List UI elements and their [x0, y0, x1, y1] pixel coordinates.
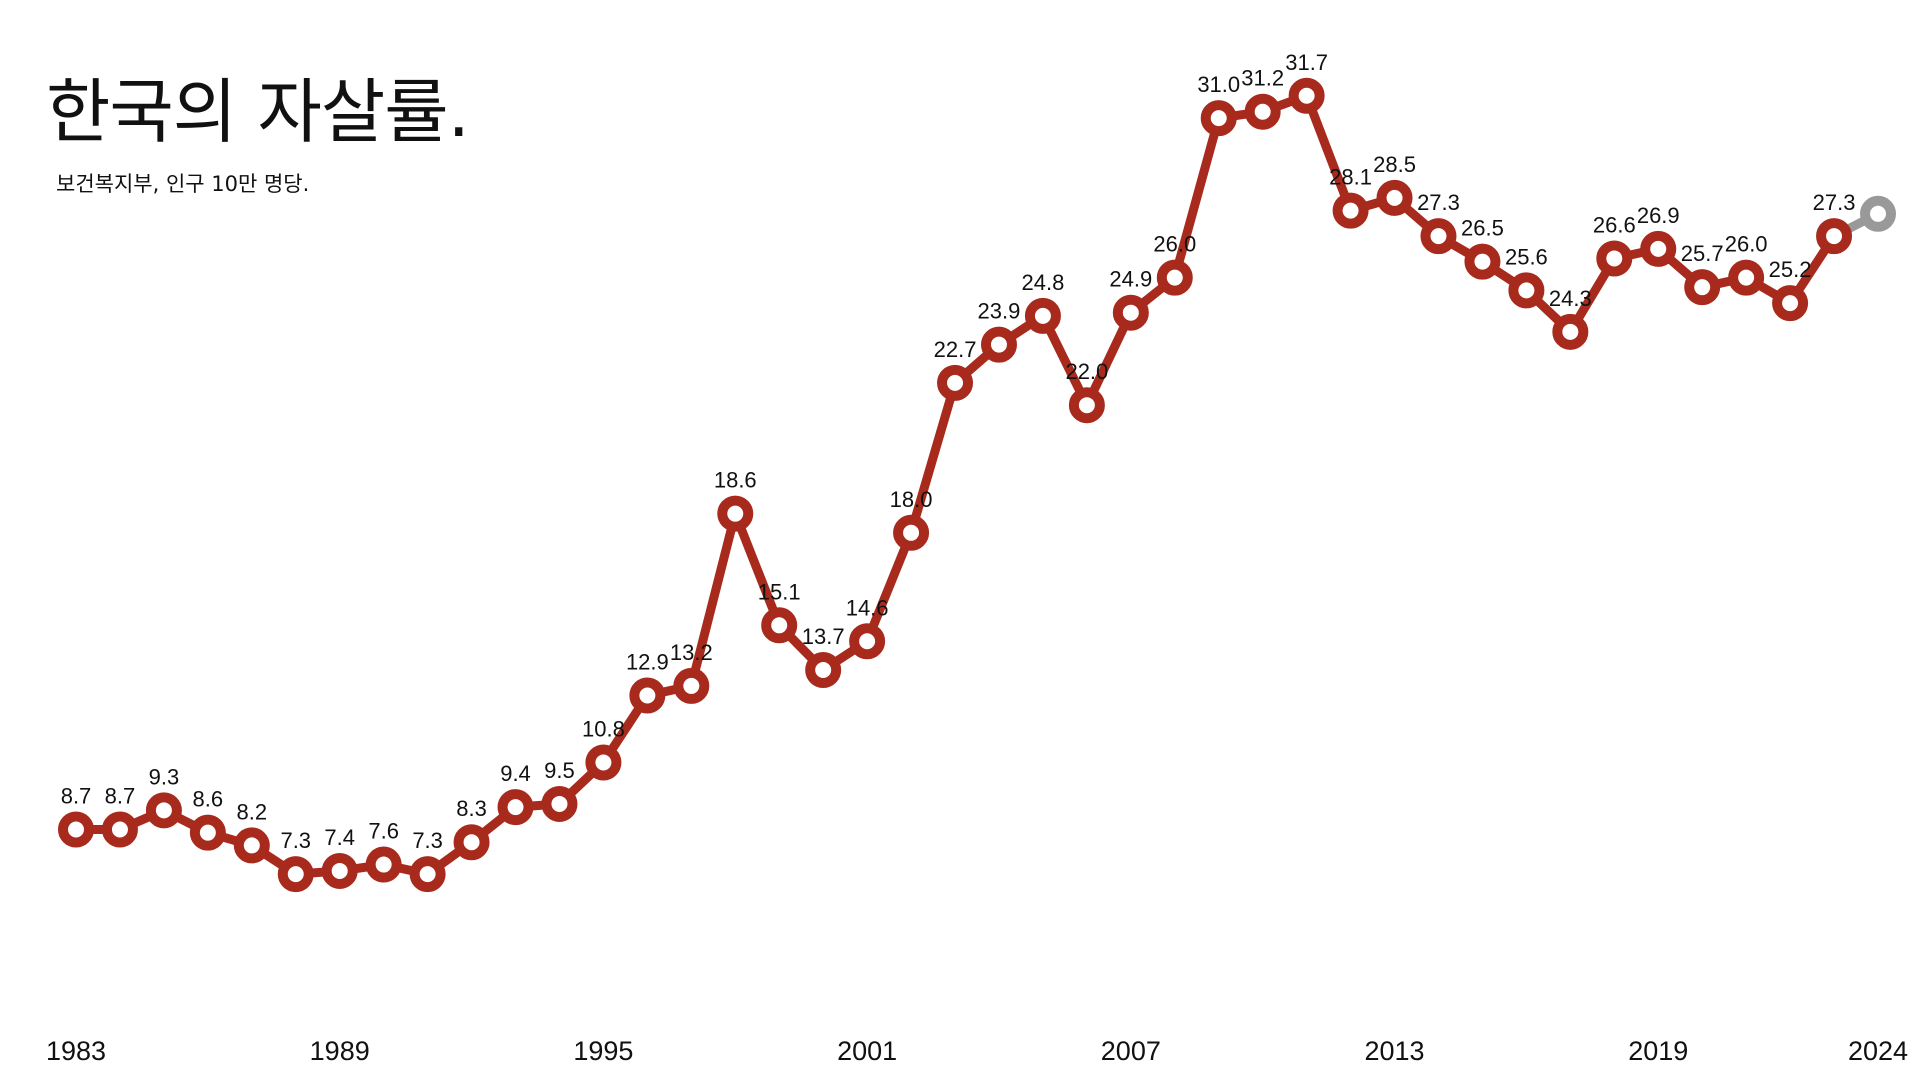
- x-tick-label: 2013: [1364, 1036, 1424, 1066]
- data-label: 22.0: [1065, 359, 1108, 384]
- data-label: 18.0: [890, 487, 933, 512]
- x-tick-label: 2007: [1101, 1036, 1161, 1066]
- chart-subtitle: 보건복지부, 인구 10만 명당.: [56, 172, 310, 196]
- data-label: 7.4: [324, 825, 355, 850]
- data-label: 15.1: [758, 579, 801, 604]
- data-label: 9.5: [544, 758, 575, 783]
- data-point: [629, 677, 666, 714]
- data-point: [189, 814, 226, 851]
- data-point: [1068, 387, 1105, 424]
- data-label: 31.2: [1241, 66, 1284, 91]
- data-point: [497, 789, 534, 826]
- data-label: 24.3: [1549, 286, 1592, 311]
- data-label: 27.3: [1813, 190, 1856, 215]
- data-label: 13.2: [670, 640, 713, 665]
- x-tick-label: 1983: [46, 1036, 106, 1066]
- data-point: [365, 846, 402, 883]
- data-point: [1024, 297, 1061, 334]
- data-point: [1640, 230, 1677, 267]
- data-label: 8.3: [456, 796, 487, 821]
- data-point: [585, 744, 622, 781]
- data-label: 22.7: [934, 337, 977, 362]
- data-point: [1244, 93, 1281, 130]
- data-label: 26.0: [1153, 232, 1196, 257]
- data-point: [541, 785, 578, 822]
- data-point: [980, 326, 1017, 363]
- data-label: 31.0: [1197, 72, 1240, 97]
- data-label: 26.5: [1461, 216, 1504, 241]
- x-tick-label: 1995: [573, 1036, 633, 1066]
- data-point: [1332, 192, 1369, 229]
- data-label: 27.3: [1417, 190, 1460, 215]
- data-point: [409, 856, 446, 893]
- data-label: 8.6: [193, 787, 224, 812]
- data-point: [1772, 285, 1809, 322]
- data-label: 7.6: [368, 819, 399, 844]
- data-label: 25.7: [1681, 241, 1724, 266]
- data-point: [1552, 313, 1589, 350]
- data-point: [101, 811, 138, 848]
- x-tick-label: 2024: [1848, 1036, 1908, 1066]
- data-point: [58, 811, 94, 848]
- series-markers: [58, 77, 1896, 893]
- data-label: 25.2: [1769, 257, 1812, 282]
- data-point: [937, 364, 974, 401]
- series-line-main: [71, 91, 1839, 879]
- data-point: [1156, 259, 1193, 296]
- data-label: 10.8: [582, 716, 625, 741]
- data-point: [321, 852, 358, 889]
- data-point: [1420, 218, 1457, 255]
- data-point: [893, 514, 930, 551]
- data-point: [849, 623, 886, 660]
- data-label: 8.2: [237, 799, 268, 824]
- x-tick-label: 1989: [310, 1036, 370, 1066]
- data-label: 8.7: [105, 783, 136, 808]
- data-point: [1200, 100, 1237, 137]
- data-label: 7.3: [412, 828, 443, 853]
- data-point: [1728, 259, 1765, 296]
- data-label: 24.8: [1022, 270, 1065, 295]
- data-labels: 8.7 8.7 9.3 8.6 8.2 7.3 7.4 7.6 7.3 8.3 9.4 9.5 10.8…: [61, 50, 1856, 853]
- data-point: [1596, 240, 1633, 277]
- data-label: 13.7: [802, 624, 845, 649]
- data-label: 26.6: [1593, 212, 1636, 237]
- data-label: 18.6: [714, 468, 757, 493]
- data-point: [233, 827, 270, 864]
- data-point: [1288, 77, 1325, 114]
- data-label: 28.1: [1329, 165, 1372, 190]
- data-label: 26.9: [1637, 203, 1680, 228]
- data-point: [1464, 243, 1501, 280]
- data-label: 7.3: [280, 828, 311, 853]
- data-label: 9.3: [149, 764, 180, 789]
- data-point: [761, 607, 798, 644]
- data-point: [1112, 294, 1149, 331]
- data-label: 28.5: [1373, 152, 1416, 177]
- data-label: 12.9: [626, 649, 669, 674]
- data-point: [673, 667, 710, 704]
- data-label: 24.9: [1109, 267, 1152, 292]
- data-label: 23.9: [978, 299, 1021, 324]
- data-label: 31.7: [1285, 50, 1328, 75]
- data-label: 26.0: [1725, 232, 1768, 257]
- x-tick-label: 2001: [837, 1036, 897, 1066]
- data-point: [1508, 272, 1545, 309]
- data-label: 14.6: [846, 595, 889, 620]
- x-tick-label: 2019: [1628, 1036, 1688, 1066]
- data-point-projection: [1860, 195, 1896, 232]
- x-axis: 1983 1989 1995 2001 2007 2013 2019 2024: [46, 1036, 1908, 1066]
- data-label: 25.6: [1505, 244, 1548, 269]
- data-point: [1816, 218, 1853, 255]
- data-point: [1376, 179, 1413, 216]
- data-point: [1684, 269, 1721, 306]
- data-point: [277, 856, 314, 893]
- data-point: [805, 651, 842, 688]
- data-label: 8.7: [61, 783, 92, 808]
- data-point: [717, 495, 754, 532]
- data-point: [145, 792, 182, 829]
- data-label: 9.4: [500, 761, 531, 786]
- chart-title: 한국의 자살률.: [46, 71, 470, 153]
- data-point: [453, 824, 490, 861]
